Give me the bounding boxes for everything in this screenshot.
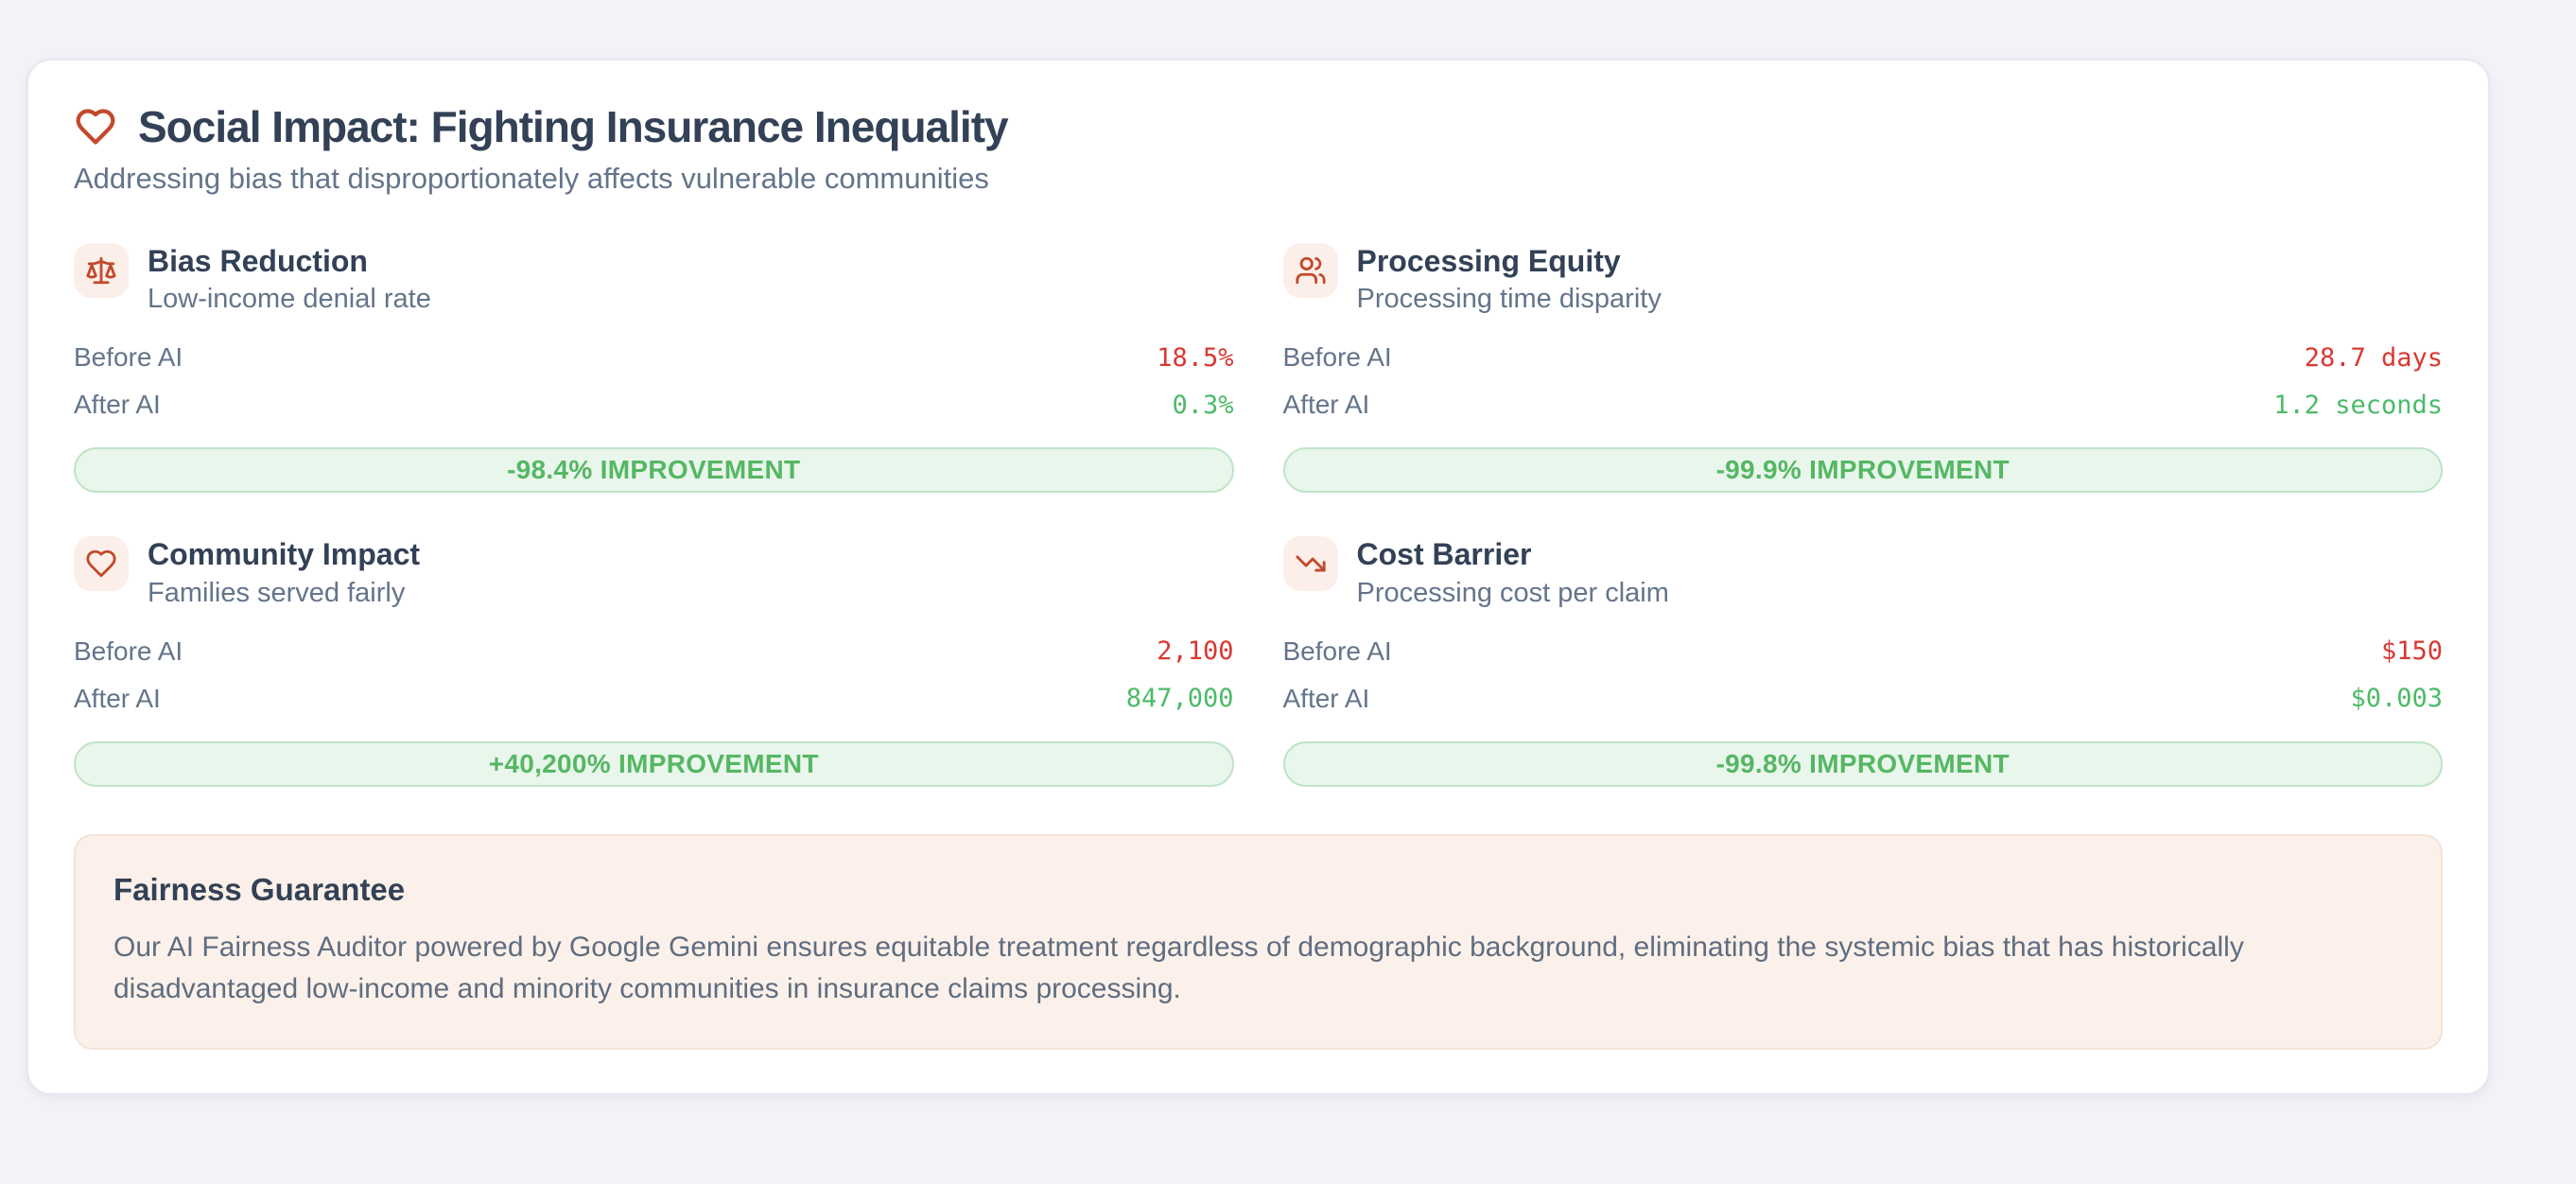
before-ai-label: Before AI bbox=[1282, 342, 1392, 373]
fairness-guarantee-note: Fairness Guarantee Our AI Fairness Audit… bbox=[74, 833, 2443, 1050]
before-ai-row: Before AI $150 bbox=[1283, 628, 2444, 675]
metric-card-community-impact: Community Impact Families served fairly … bbox=[74, 536, 1234, 787]
after-ai-row: After AI 847,000 bbox=[74, 675, 1234, 723]
metric-header: Cost Barrier Processing cost per claim bbox=[1282, 536, 2444, 608]
metric-title: Cost Barrier bbox=[1356, 537, 1532, 572]
metric-card-bias-reduction: Bias Reduction Low-income denial rate Be… bbox=[74, 242, 1234, 494]
metric-header: Bias Reduction Low-income denial rate bbox=[74, 242, 1234, 315]
page-title: Social Impact: Fighting Insurance Inequa… bbox=[138, 102, 1009, 151]
after-ai-row: After AI 0.3% bbox=[74, 381, 1234, 428]
improvement-badge: -99.9% IMPROVEMENT bbox=[1282, 447, 2443, 494]
page-header: Social Impact: Fighting Insurance Inequa… bbox=[74, 102, 2443, 152]
before-ai-row: Before AI 2,100 bbox=[74, 628, 1234, 675]
metric-card-cost-barrier: Cost Barrier Processing cost per claim B… bbox=[1282, 536, 2444, 787]
before-ai-label: Before AI bbox=[74, 636, 183, 666]
metric-rows: Before AI $150 After AI $0.003 bbox=[1283, 628, 2444, 723]
scale-icon bbox=[74, 242, 129, 298]
after-ai-value: 0.3% bbox=[1172, 390, 1234, 420]
trending-down-icon bbox=[1282, 536, 1338, 592]
metric-subtitle: Families served fairly bbox=[148, 577, 406, 608]
metric-subtitle: Processing time disparity bbox=[1356, 284, 1662, 315]
metric-rows: Before AI 28.7 days After AI 1.2 seconds bbox=[1283, 334, 2444, 428]
metric-titles: Bias Reduction Low-income denial rate bbox=[148, 243, 431, 315]
improvement-badge: +40,200% IMPROVEMENT bbox=[74, 740, 1234, 787]
metric-subtitle: Processing cost per claim bbox=[1356, 577, 1669, 608]
after-ai-label: After AI bbox=[1282, 683, 1370, 713]
improvement-badge: -99.8% IMPROVEMENT bbox=[1282, 740, 2443, 787]
metric-subtitle: Low-income denial rate bbox=[148, 284, 431, 315]
after-ai-row: After AI 1.2 seconds bbox=[1283, 381, 2444, 428]
metric-title: Processing Equity bbox=[1356, 243, 1621, 278]
after-ai-value: 1.2 seconds bbox=[2273, 390, 2443, 420]
after-ai-label: After AI bbox=[1282, 390, 1370, 420]
after-ai-row: After AI $0.003 bbox=[1283, 675, 2444, 723]
metric-header: Processing Equity Processing time dispar… bbox=[1282, 242, 2444, 315]
improvement-badge: -98.4% IMPROVEMENT bbox=[74, 447, 1234, 494]
after-ai-label: After AI bbox=[74, 683, 161, 713]
metric-card-processing-equity: Processing Equity Processing time dispar… bbox=[1282, 242, 2444, 494]
before-ai-value: 2,100 bbox=[1157, 636, 1234, 667]
metric-rows: Before AI 18.5% After AI 0.3% bbox=[74, 334, 1234, 428]
metric-titles: Community Impact Families served fairly bbox=[148, 536, 420, 608]
before-ai-value: $150 bbox=[2380, 636, 2443, 667]
metric-titles: Processing Equity Processing time dispar… bbox=[1357, 243, 1662, 315]
metric-title: Community Impact bbox=[148, 537, 421, 572]
before-ai-row: Before AI 18.5% bbox=[74, 334, 1234, 381]
after-ai-value: $0.003 bbox=[2350, 684, 2443, 714]
social-impact-card: Social Impact: Fighting Insurance Inequa… bbox=[26, 59, 2490, 1095]
metric-titles: Cost Barrier Processing cost per claim bbox=[1357, 536, 1669, 608]
fairness-title: Fairness Guarantee bbox=[113, 871, 406, 907]
metrics-grid: Bias Reduction Low-income denial rate Be… bbox=[74, 242, 2444, 787]
heart-icon bbox=[76, 109, 115, 146]
before-ai-row: Before AI 28.7 days bbox=[1283, 334, 2444, 381]
after-ai-label: After AI bbox=[74, 390, 161, 420]
fairness-body: Our AI Fairness Auditor powered by Googl… bbox=[113, 931, 2244, 1004]
page-subtitle: Addressing bias that disproportionately … bbox=[74, 161, 989, 195]
metric-title: Bias Reduction bbox=[148, 243, 368, 278]
heart-icon bbox=[74, 536, 129, 592]
before-ai-label: Before AI bbox=[74, 342, 183, 373]
before-ai-value: 28.7 days bbox=[2304, 342, 2443, 373]
after-ai-value: 847,000 bbox=[1125, 684, 1234, 714]
metric-rows: Before AI 2,100 After AI 847,000 bbox=[74, 628, 1234, 723]
metric-header: Community Impact Families served fairly bbox=[74, 536, 1234, 608]
before-ai-value: 18.5% bbox=[1157, 342, 1234, 373]
users-icon bbox=[1282, 242, 1338, 298]
before-ai-label: Before AI bbox=[1282, 636, 1392, 666]
